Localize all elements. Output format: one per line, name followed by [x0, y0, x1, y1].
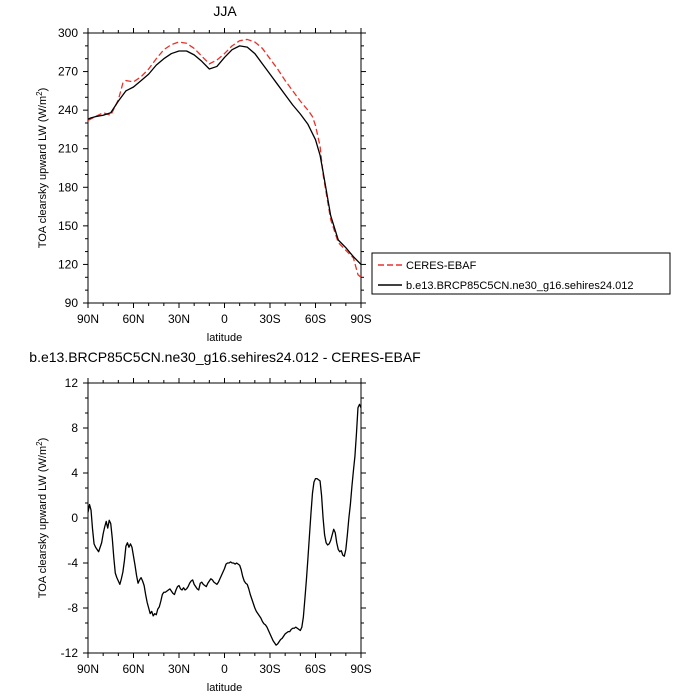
- bottom-y-tick-label: -8: [67, 601, 78, 615]
- top-x-tick-label: 30N: [168, 312, 190, 326]
- bottom-y-tick-label: -4: [67, 556, 78, 570]
- legend: CERES-EBAF b.e13.BRCP85C5CN.ne30_g16.seh…: [371, 252, 671, 295]
- top-x-tick-label: 90S: [350, 312, 371, 326]
- bottom-y-tick-label: 8: [71, 421, 78, 435]
- bottom-y-axis-label: TOA clearsky upward LW (W/m2): [35, 438, 49, 599]
- top-y-tick-label: 240: [58, 103, 78, 117]
- bottom-y-tick-label: 0: [71, 511, 78, 525]
- top-y-axis-label: TOA clearsky upward LW (W/m2): [35, 88, 49, 249]
- legend-box: [371, 252, 671, 295]
- top-plot-frame: [87, 32, 362, 304]
- top-panel: JJA 90N 60N 30N 0 30S 60S 90S 90 120 150 180 210 240…: [35, 3, 372, 344]
- top-y-tick-label: 270: [58, 65, 78, 79]
- top-x-tick-label: 60S: [305, 312, 326, 326]
- bottom-x-axis-label: latitude: [207, 682, 242, 694]
- top-y-tick-label: 180: [58, 180, 78, 194]
- bottom-x-tick-label: 30S: [259, 662, 280, 676]
- legend-label-ceres: CERES-EBAF: [406, 260, 477, 272]
- top-y-tick-label: 150: [58, 219, 78, 233]
- top-y-tick-label: 120: [58, 257, 78, 271]
- top-y-tick-label: 210: [58, 142, 78, 156]
- top-series-b-e13-brcp85c5cn-ne30-g16-sehires24-012: [87, 45, 362, 265]
- top-series-ceres-ebaf: [87, 38, 362, 278]
- bottom-x-tick-label: 60S: [305, 662, 326, 676]
- top-x-axis-label: latitude: [207, 332, 242, 344]
- top-x-tick-label: 90N: [77, 312, 99, 326]
- bottom-x-tick-label: 90S: [350, 662, 371, 676]
- bottom-y-tick-label: 4: [71, 466, 78, 480]
- legend-label-model: b.e13.BRCP85C5CN.ne30_g16.sehires24.012: [406, 280, 634, 292]
- top-x-tick-label: 0: [221, 312, 228, 326]
- bottom-y-tick-label: 12: [65, 376, 79, 390]
- bottom-plot-frame: [87, 382, 362, 654]
- top-panel-title: JJA: [213, 3, 237, 19]
- top-x-tick-label: 30S: [259, 312, 280, 326]
- bottom-y-tick-label: -12: [61, 646, 79, 660]
- top-x-tick-label: 60N: [122, 312, 144, 326]
- bottom-x-tick-label: 30N: [168, 662, 190, 676]
- bottom-series-difference: [87, 403, 362, 646]
- bottom-panel: b.e13.BRCP85C5CN.ne30_g16.sehires24.012 …: [29, 349, 420, 694]
- top-y-tick-label: 300: [58, 26, 78, 40]
- bottom-x-tick-label: 90N: [77, 662, 99, 676]
- bottom-x-tick-label: 0: [221, 662, 228, 676]
- top-y-tick-label: 90: [65, 296, 79, 310]
- bottom-panel-title: b.e13.BRCP85C5CN.ne30_g16.sehires24.012 …: [29, 349, 420, 365]
- bottom-x-tick-label: 60N: [122, 662, 144, 676]
